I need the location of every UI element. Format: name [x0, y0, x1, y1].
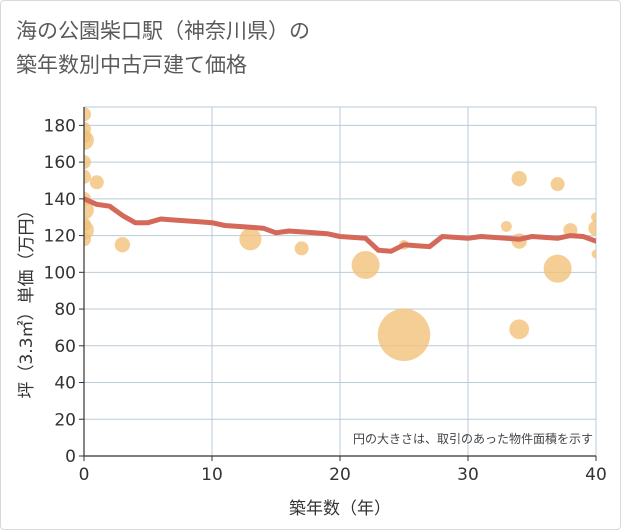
- grid-lines: [84, 106, 597, 456]
- x-tick-label: 30: [457, 465, 479, 485]
- scatter-bubble: [377, 308, 431, 361]
- scatter-bubble: [588, 220, 596, 236]
- scatter-bubble: [294, 241, 309, 256]
- scatter-bubble: [351, 250, 380, 279]
- y-tick-label: 140: [44, 190, 76, 210]
- scatter-bubble: [500, 220, 512, 232]
- x-tick-label: 10: [201, 465, 223, 485]
- scatter-bubble: [550, 177, 565, 192]
- scatter-bubble: [543, 254, 572, 283]
- x-tick-label: 20: [329, 465, 351, 485]
- y-tick-label: 60: [54, 337, 76, 357]
- y-tick-label: 20: [54, 410, 76, 430]
- scatter-bubble: [591, 212, 596, 223]
- scatter-bubble: [84, 169, 91, 184]
- scatter-bubble: [511, 170, 527, 187]
- scatter-bubble: [591, 249, 596, 259]
- chart-title-line-1: 海の公園柴口駅（神奈川県）の: [16, 19, 310, 43]
- y-tick-label: 100: [44, 263, 76, 283]
- average-price-line: [84, 196, 596, 254]
- x-tick-label: 0: [79, 465, 90, 485]
- scatter-bubble: [84, 232, 91, 247]
- scatter-bubble: [84, 107, 91, 122]
- y-tick-label: 180: [44, 116, 76, 136]
- y-tick-label: 0: [65, 447, 76, 467]
- chart-title: 海の公園柴口駅（神奈川県）の 築年数別中古戸建て価格: [16, 14, 310, 82]
- scatter-bubble: [84, 199, 94, 220]
- y-axis-label: 坪（3.3㎡）単価（万円）: [17, 201, 37, 398]
- scatter-bubble: [239, 228, 262, 251]
- scatter-bubble: [84, 155, 91, 170]
- scatter-bubble: [89, 175, 104, 190]
- y-tick-label: 40: [54, 374, 76, 394]
- scatter-bubble: [114, 237, 131, 253]
- chart-title-line-2: 築年数別中古戸建て価格: [16, 53, 247, 77]
- scatter-bubble: [84, 130, 94, 150]
- x-tick-label: 40: [585, 465, 607, 485]
- axes: 0 20 40 60 80 100 120 140 160 180 0 10 20 30 40: [44, 107, 607, 485]
- y-tick-label: 80: [54, 300, 76, 320]
- y-tick-label: 120: [44, 227, 76, 247]
- y-tick-label: 160: [44, 153, 76, 173]
- scatter-bubble: [509, 319, 530, 340]
- x-axis-label: 築年数（年）: [289, 499, 391, 519]
- bubble-size-note: 円の大きさは、取引のあった物件面積を示す: [353, 431, 593, 446]
- average-line-group: [84, 196, 596, 254]
- bubbles: [84, 107, 596, 361]
